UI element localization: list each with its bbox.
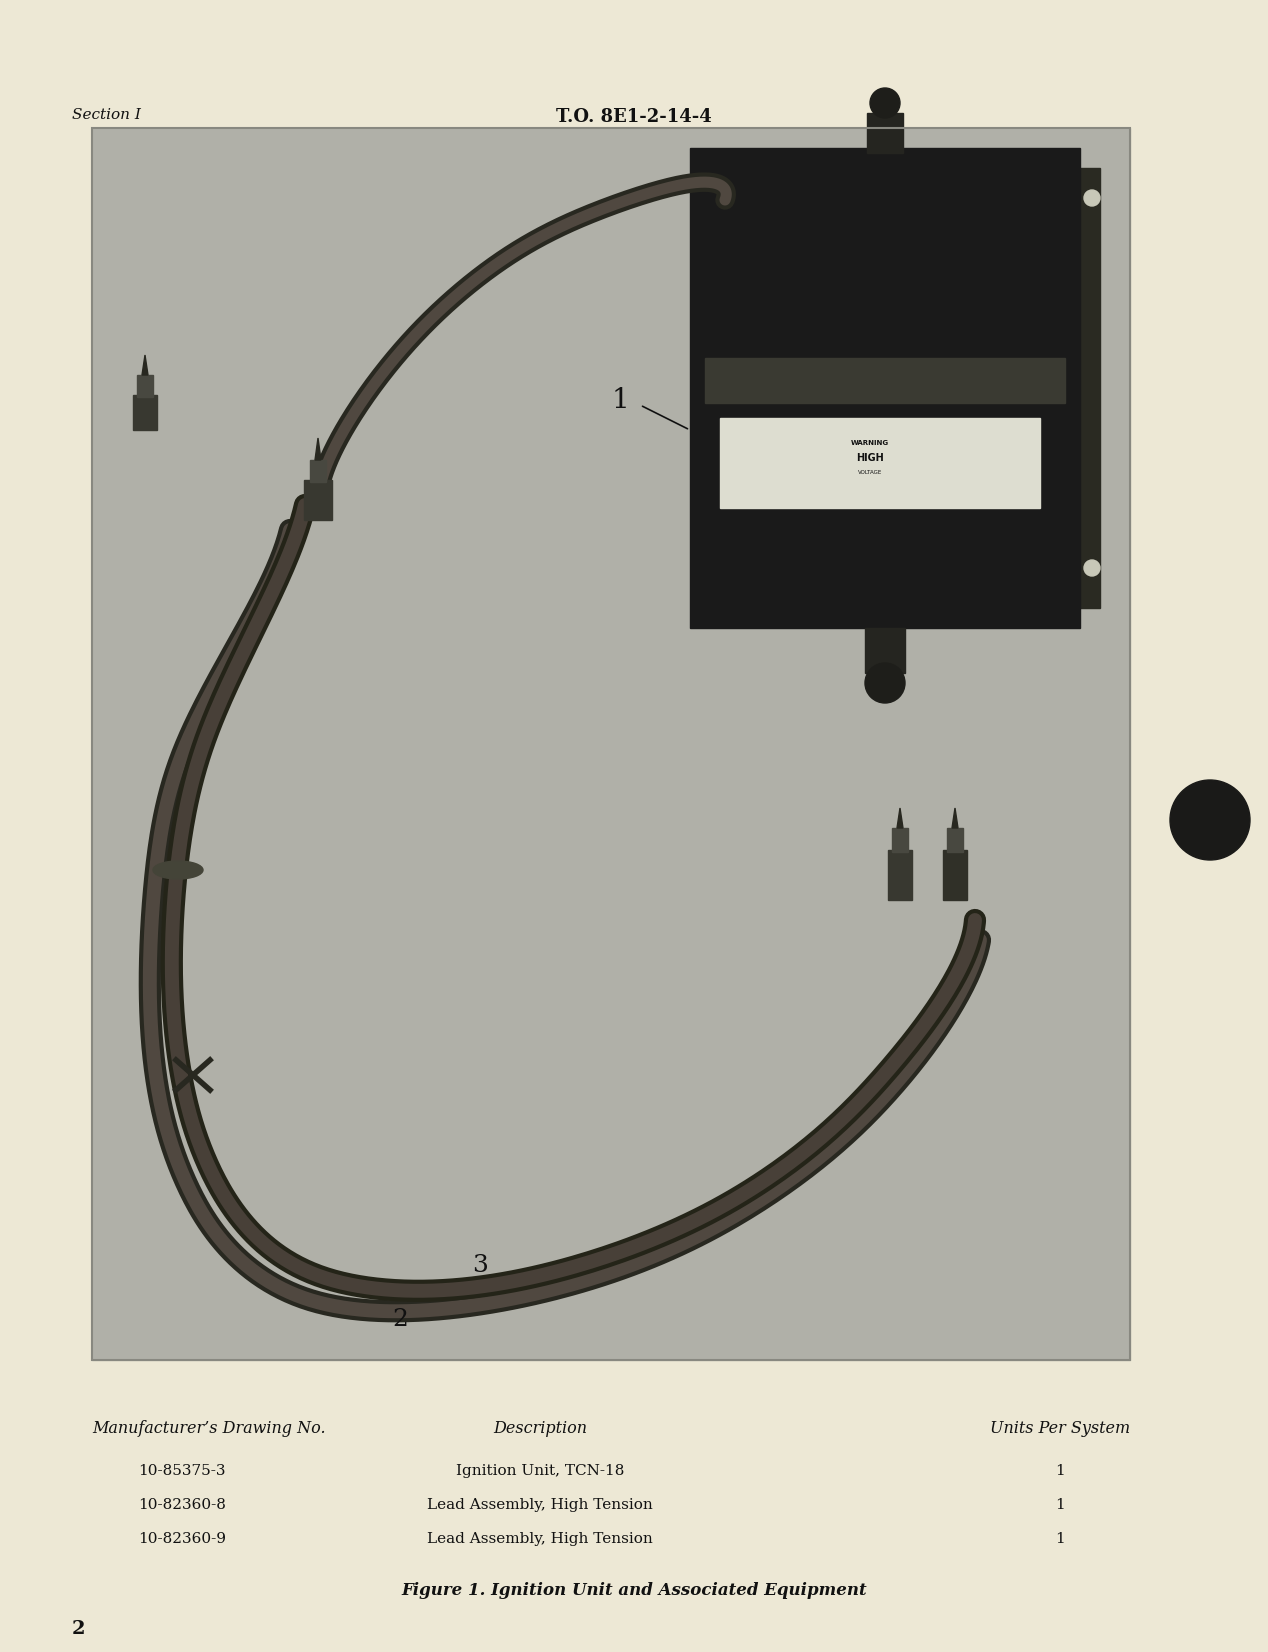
Text: Section I: Section I [72, 107, 141, 122]
Polygon shape [952, 808, 959, 828]
Bar [309, 459, 326, 482]
Text: 2: 2 [392, 1308, 408, 1332]
Text: T.O. 8E1-2-14-4: T.O. 8E1-2-14-4 [557, 107, 711, 126]
Text: 2: 2 [72, 1621, 85, 1639]
Polygon shape [142, 355, 148, 375]
Text: WARNING: WARNING [851, 439, 889, 446]
Ellipse shape [153, 861, 203, 879]
Bar [1070, 169, 1101, 608]
Text: 1: 1 [1055, 1498, 1065, 1512]
Text: Lead Assembly, High Tension: Lead Assembly, High Tension [427, 1531, 653, 1546]
Bar [943, 851, 967, 900]
Circle shape [865, 662, 905, 704]
Text: VOLTAGE: VOLTAGE [858, 471, 883, 476]
Text: Description: Description [493, 1421, 587, 1437]
Text: Units Per System: Units Per System [990, 1421, 1130, 1437]
Bar [720, 418, 1040, 509]
Text: Manufacturer’s Drawing No.: Manufacturer’s Drawing No. [93, 1421, 326, 1437]
Text: 1: 1 [611, 387, 629, 413]
Text: 1: 1 [1055, 1464, 1065, 1479]
Text: 10-82360-8: 10-82360-8 [138, 1498, 226, 1512]
Bar [137, 375, 153, 396]
Text: Figure 1. Ignition Unit and Associated Equipment: Figure 1. Ignition Unit and Associated E… [401, 1583, 867, 1599]
Circle shape [1170, 780, 1250, 861]
Bar [133, 395, 157, 430]
Bar [93, 127, 1130, 1360]
Text: 3: 3 [472, 1254, 488, 1277]
Bar [947, 828, 962, 852]
Bar [865, 628, 905, 672]
Text: Ignition Unit, TCN-18: Ignition Unit, TCN-18 [455, 1464, 624, 1479]
Circle shape [1084, 560, 1101, 577]
Bar [888, 851, 912, 900]
Bar [867, 112, 903, 154]
Bar [690, 149, 1080, 628]
Bar [891, 828, 908, 852]
Circle shape [870, 88, 900, 117]
Bar [93, 127, 1130, 1360]
Bar [705, 358, 1065, 403]
Text: HIGH: HIGH [856, 453, 884, 463]
Polygon shape [314, 438, 321, 459]
Polygon shape [896, 808, 903, 828]
Text: 1: 1 [1055, 1531, 1065, 1546]
Text: 10-85375-3: 10-85375-3 [138, 1464, 226, 1479]
Circle shape [1084, 190, 1101, 206]
Bar [304, 481, 332, 520]
Text: 10-82360-9: 10-82360-9 [138, 1531, 226, 1546]
Text: Lead Assembly, High Tension: Lead Assembly, High Tension [427, 1498, 653, 1512]
